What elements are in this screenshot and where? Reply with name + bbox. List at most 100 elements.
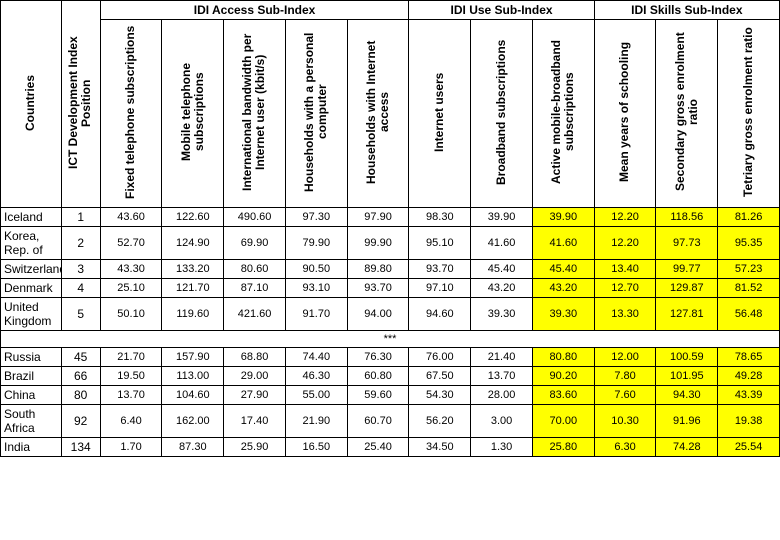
value-cell: 87.10 (224, 279, 286, 298)
rank-cell: 80 (61, 386, 100, 405)
table-row: Korea, Rep. of252.70124.9069.9079.9099.9… (1, 227, 780, 260)
value-cell: 25.40 (347, 438, 409, 457)
value-cell: 101.95 (656, 367, 718, 386)
value-cell: 43.20 (532, 279, 594, 298)
value-cell: 13.30 (594, 298, 656, 331)
value-cell: 83.60 (532, 386, 594, 405)
header-group-skills: IDI Skills Sub-Index (594, 1, 779, 20)
value-cell: 12.20 (594, 227, 656, 260)
value-cell: 74.40 (285, 348, 347, 367)
value-cell: 124.90 (162, 227, 224, 260)
value-cell: 122.60 (162, 208, 224, 227)
value-cell: 81.26 (718, 208, 780, 227)
header-group-use: IDI Use Sub-Index (409, 1, 594, 20)
value-cell: 157.90 (162, 348, 224, 367)
rank-cell: 3 (61, 260, 100, 279)
value-cell: 104.60 (162, 386, 224, 405)
value-cell: 13.70 (100, 386, 162, 405)
value-cell: 55.00 (285, 386, 347, 405)
value-cell: 46.30 (285, 367, 347, 386)
value-cell: 56.20 (409, 405, 471, 438)
column-header-label: Households with Internet access (365, 22, 391, 202)
value-cell: 97.90 (347, 208, 409, 227)
country-cell: Brazil (1, 367, 62, 386)
rank-cell: 2 (61, 227, 100, 260)
value-cell: 27.90 (224, 386, 286, 405)
value-cell: 41.60 (532, 227, 594, 260)
column-header: Broadband subscriptions (471, 20, 533, 208)
value-cell: 69.90 (224, 227, 286, 260)
value-cell: 12.20 (594, 208, 656, 227)
column-header-label: International bandwidth per Internet use… (241, 22, 267, 202)
value-cell: 97.73 (656, 227, 718, 260)
value-cell: 76.30 (347, 348, 409, 367)
column-header: Mobile telephone subscriptions (162, 20, 224, 208)
value-cell: 99.90 (347, 227, 409, 260)
value-cell: 43.30 (100, 260, 162, 279)
column-header-label: Internet users (433, 22, 446, 202)
value-cell: 1.30 (471, 438, 533, 457)
rank-cell: 66 (61, 367, 100, 386)
rank-cell: 1 (61, 208, 100, 227)
rank-cell: 92 (61, 405, 100, 438)
column-header: Internet users (409, 20, 471, 208)
table-row: Brazil6619.50113.0029.0046.3060.8067.501… (1, 367, 780, 386)
column-header-label: Broadband subscriptions (495, 22, 508, 202)
value-cell: 28.00 (471, 386, 533, 405)
separator-row: *** (1, 331, 780, 348)
value-cell: 6.30 (594, 438, 656, 457)
value-cell: 93.70 (347, 279, 409, 298)
value-cell: 10.30 (594, 405, 656, 438)
value-cell: 29.00 (224, 367, 286, 386)
header-columns-row: Fixed telephone subscriptionsMobile tele… (1, 20, 780, 208)
table-row: China8013.70104.6027.9055.0059.6054.3028… (1, 386, 780, 405)
value-cell: 59.60 (347, 386, 409, 405)
value-cell: 99.77 (656, 260, 718, 279)
value-cell: 43.20 (471, 279, 533, 298)
value-cell: 98.30 (409, 208, 471, 227)
header-group-access: IDI Access Sub-Index (100, 1, 409, 20)
value-cell: 41.60 (471, 227, 533, 260)
value-cell: 45.40 (532, 260, 594, 279)
value-cell: 21.40 (471, 348, 533, 367)
column-header: Mean years of schooling (594, 20, 656, 208)
value-cell: 95.35 (718, 227, 780, 260)
column-header: International bandwidth per Internet use… (224, 20, 286, 208)
value-cell: 13.70 (471, 367, 533, 386)
value-cell: 80.60 (224, 260, 286, 279)
table-row: Denmark425.10121.7087.1093.1093.7097.104… (1, 279, 780, 298)
value-cell: 25.80 (532, 438, 594, 457)
value-cell: 127.81 (656, 298, 718, 331)
value-cell: 113.00 (162, 367, 224, 386)
column-header-label: Active mobile-broadband subscriptions (550, 22, 576, 202)
country-cell: United Kingdom (1, 298, 62, 331)
value-cell: 43.39 (718, 386, 780, 405)
country-cell: Switzerland (1, 260, 62, 279)
rank-cell: 4 (61, 279, 100, 298)
value-cell: 39.90 (532, 208, 594, 227)
table-row: Switzerland343.30133.2080.6090.5089.8093… (1, 260, 780, 279)
value-cell: 12.00 (594, 348, 656, 367)
value-cell: 80.80 (532, 348, 594, 367)
country-cell: China (1, 386, 62, 405)
country-cell: Russia (1, 348, 62, 367)
value-cell: 90.20 (532, 367, 594, 386)
table-row: Russia4521.70157.9068.8074.4076.3076.002… (1, 348, 780, 367)
column-header: Secondary gross enrolment ratio (656, 20, 718, 208)
value-cell: 94.60 (409, 298, 471, 331)
value-cell: 49.28 (718, 367, 780, 386)
column-header-label: Secondary gross enrolment ratio (674, 22, 700, 202)
country-cell: South Africa (1, 405, 62, 438)
column-header: Tetriary gross enrolment ratio (718, 20, 780, 208)
value-cell: 25.54 (718, 438, 780, 457)
rank-cell: 5 (61, 298, 100, 331)
column-header: Active mobile-broadband subscriptions (532, 20, 594, 208)
value-cell: 74.28 (656, 438, 718, 457)
value-cell: 21.90 (285, 405, 347, 438)
value-cell: 25.90 (224, 438, 286, 457)
value-cell: 76.00 (409, 348, 471, 367)
value-cell: 39.30 (532, 298, 594, 331)
value-cell: 97.30 (285, 208, 347, 227)
value-cell: 95.10 (409, 227, 471, 260)
country-cell: Denmark (1, 279, 62, 298)
